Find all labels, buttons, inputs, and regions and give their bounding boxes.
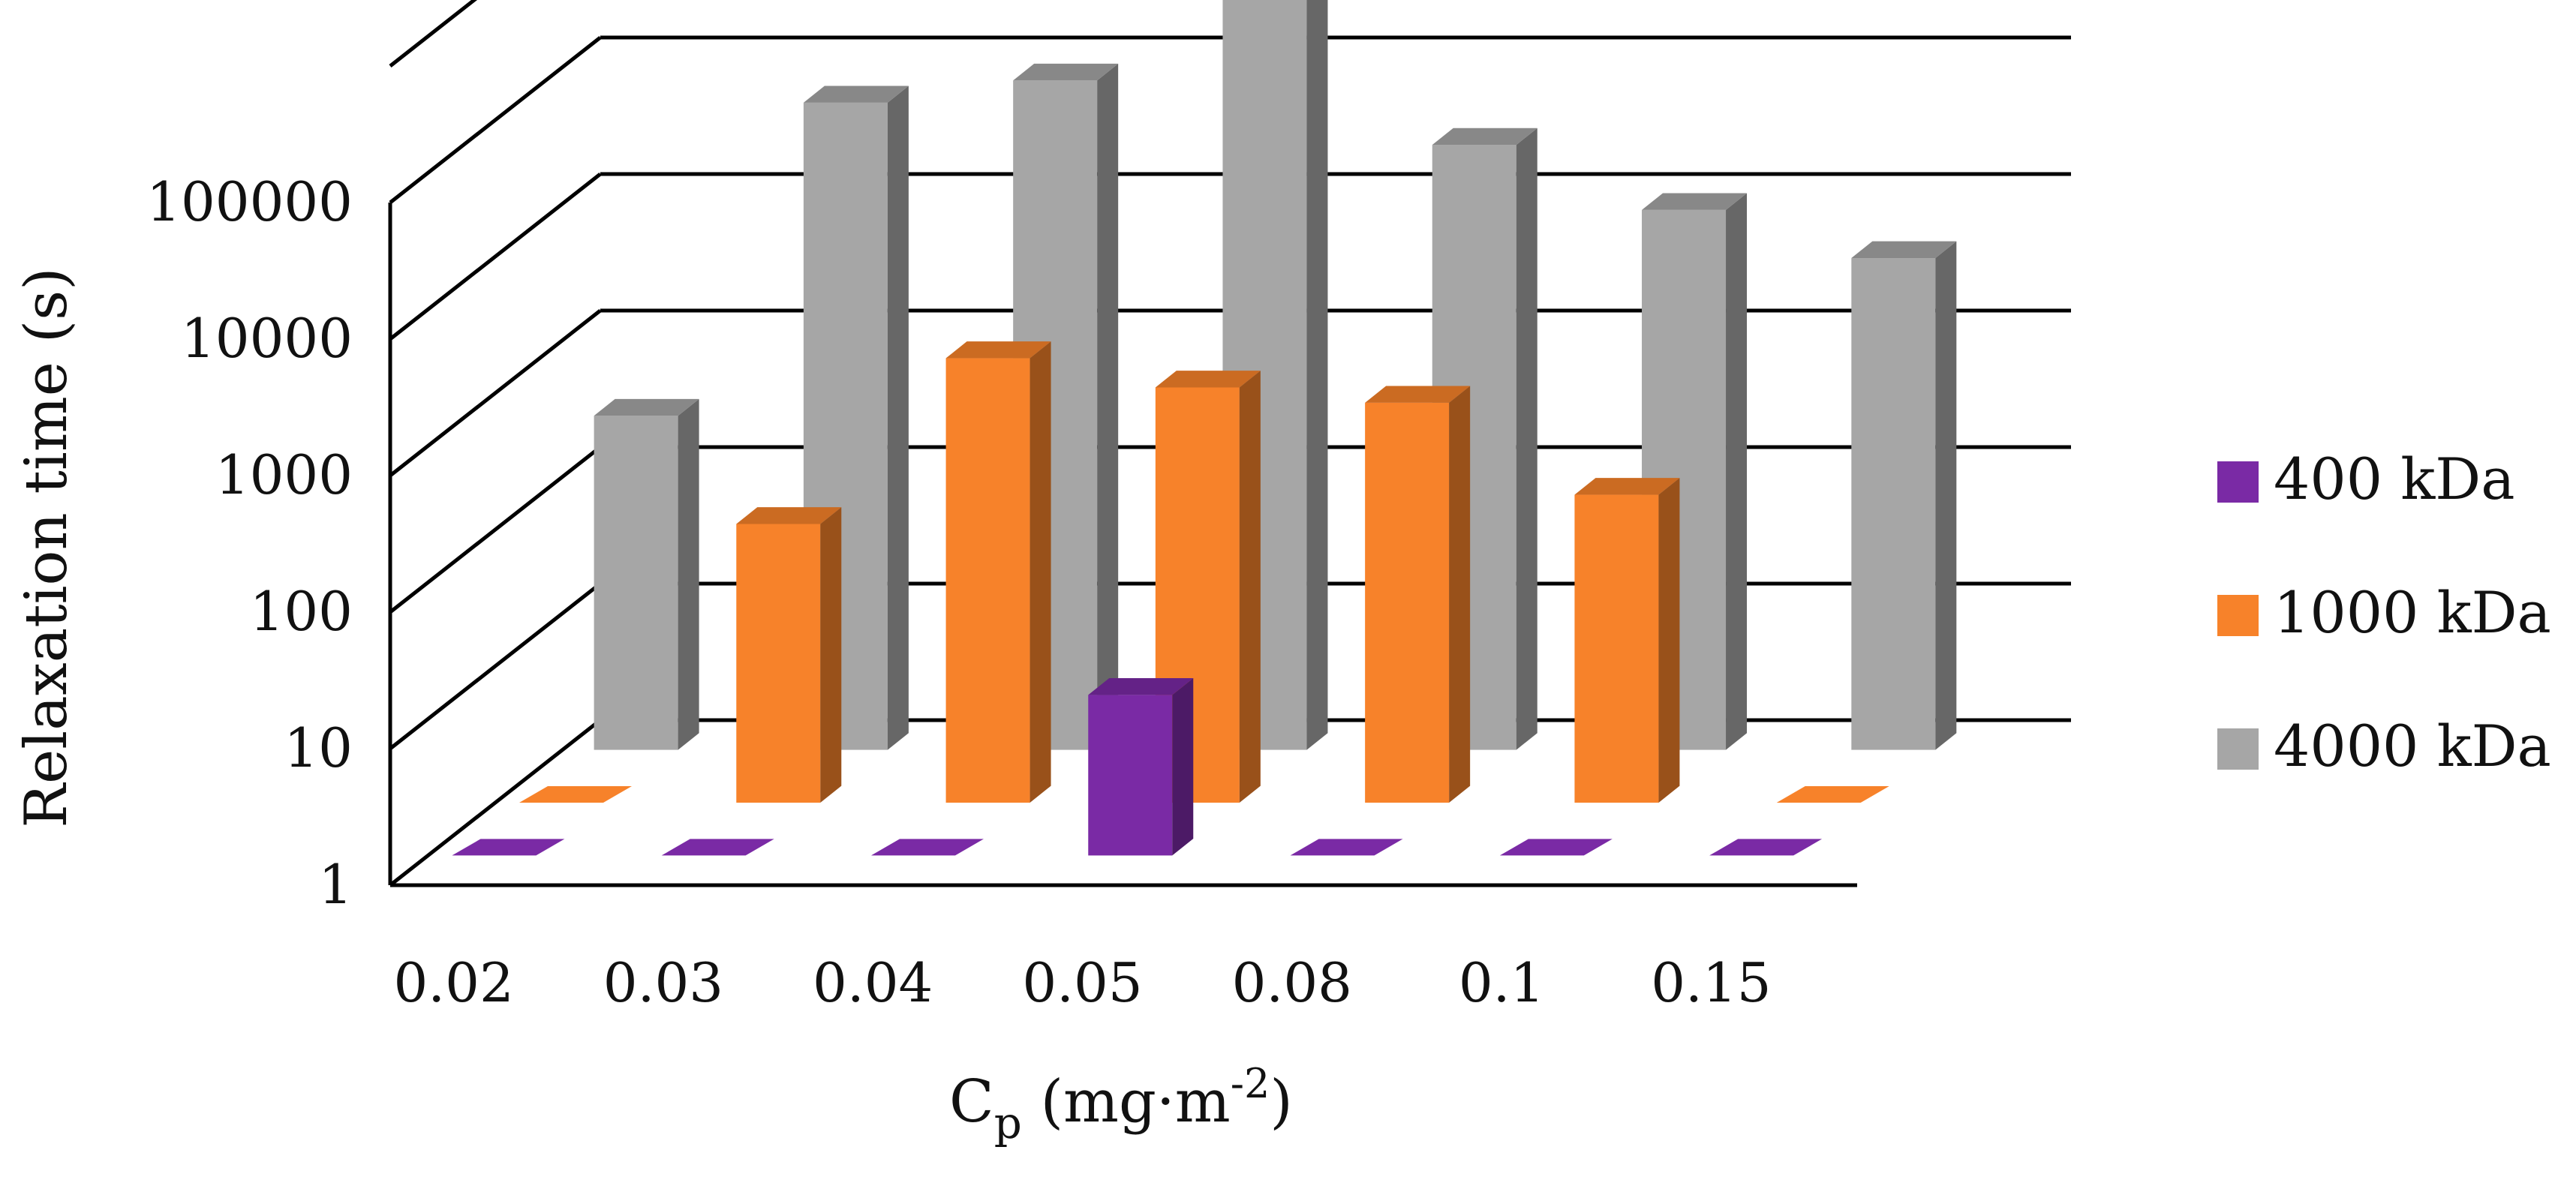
- bar: [594, 398, 699, 750]
- bar-side: [1029, 341, 1051, 803]
- bar: [661, 839, 774, 856]
- bar-floor-marker: [519, 786, 632, 803]
- grid-diagonal: [389, 309, 602, 477]
- x-tick-label: 0.05: [1022, 951, 1142, 1014]
- y-tick-label: 1000: [215, 443, 353, 506]
- bar-floor-marker: [870, 839, 984, 856]
- bar: [870, 839, 984, 856]
- bar: [945, 341, 1051, 803]
- bar-front: [1365, 402, 1450, 803]
- bar-side: [887, 86, 909, 750]
- x-tick-label: 0.02: [393, 951, 513, 1014]
- x-axis-title-unit: (mg·m: [1022, 1068, 1231, 1136]
- bar: [1574, 478, 1680, 803]
- x-tick-label: 0.1: [1459, 951, 1545, 1014]
- bar: [1709, 839, 1823, 856]
- bar-top: [1851, 241, 1957, 259]
- bar-top: [945, 341, 1051, 359]
- bar-side: [1097, 63, 1119, 750]
- bars-layer: [452, 0, 1957, 856]
- bar-floor-marker: [661, 839, 774, 856]
- bar-side: [1172, 677, 1194, 856]
- bar-side: [1935, 241, 1957, 750]
- bar: [1776, 786, 1889, 803]
- bar-side: [820, 507, 842, 803]
- bar-floor-marker: [1499, 839, 1613, 856]
- x-tick-label: 0.15: [1651, 951, 1771, 1014]
- grid-diagonal: [389, 719, 602, 887]
- bar: [1088, 677, 1194, 856]
- grid-diagonal: [389, 0, 478, 68]
- y-tick-label: 100000: [146, 170, 353, 233]
- grid-diagonal: [389, 36, 602, 204]
- bar-top: [803, 86, 909, 103]
- y-tick-label: 10: [284, 716, 353, 779]
- series-400-kda: [452, 677, 1823, 856]
- y-tick-label: 1: [318, 853, 353, 916]
- x-tick-labels: 0.02 0.03 0.04 0.05 0.08 0.1 0.15: [393, 951, 1771, 1014]
- x-axis-title-close: ): [1270, 1068, 1292, 1136]
- bar-front: [1088, 695, 1173, 856]
- bar: [1851, 241, 1957, 750]
- legend-swatch: [2217, 728, 2259, 770]
- legend-item: 1000 kDa: [2217, 579, 2551, 646]
- grid-diagonal: [389, 582, 602, 750]
- legend-item: 4000 kDa: [2217, 713, 2551, 779]
- bar-side: [1449, 386, 1471, 803]
- legend-item: 400 kDa: [2217, 446, 2515, 512]
- bar-floor-marker: [1290, 839, 1403, 856]
- bar-top: [594, 398, 699, 416]
- bar-front: [945, 358, 1030, 803]
- grid-diagonal: [389, 173, 602, 341]
- bar-side: [1726, 193, 1748, 750]
- bar-side: [1658, 478, 1680, 803]
- bar-front: [1574, 494, 1659, 803]
- bar-top: [1365, 386, 1471, 403]
- bar-floor-marker: [1776, 786, 1889, 803]
- legend-swatch: [2217, 461, 2259, 503]
- grid-diagonal: [389, 446, 602, 614]
- bar-top: [1013, 63, 1119, 81]
- bar: [1290, 839, 1403, 856]
- bar-side: [1516, 128, 1537, 750]
- bar-top: [1574, 478, 1680, 495]
- bar-front: [594, 416, 678, 750]
- bar: [736, 507, 842, 803]
- legend-label: 4000 kDa: [2274, 713, 2551, 779]
- bar-side: [1239, 371, 1261, 803]
- bar-floor-marker: [452, 839, 565, 856]
- legend-swatch: [2217, 595, 2259, 636]
- series-1000-kda: [519, 341, 1889, 803]
- bar-front: [736, 524, 821, 803]
- bar-top: [1642, 193, 1748, 210]
- y-axis-title: Relaxation time (s): [13, 267, 80, 827]
- bar-top: [1432, 128, 1537, 146]
- bar-top: [1088, 677, 1194, 695]
- bar: [1499, 839, 1613, 856]
- bar-front: [1851, 258, 1936, 750]
- bar-side: [1306, 0, 1328, 750]
- bar: [519, 786, 632, 803]
- legend: 400 kDa 1000 kDa 4000 kDa: [2217, 446, 2551, 779]
- y-tick-label: 100: [250, 580, 353, 643]
- x-tick-label: 0.08: [1232, 951, 1352, 1014]
- bar: [452, 839, 565, 856]
- y-tick-label: 10000: [181, 307, 353, 370]
- x-axis-title-exponent: -2: [1231, 1060, 1270, 1107]
- bar-top: [1155, 371, 1261, 388]
- y-tick-labels: 1 10 100 1000 10000 100000: [146, 170, 353, 916]
- x-axis-title-subscript: p: [994, 1097, 1022, 1148]
- legend-label: 1000 kDa: [2274, 579, 2551, 646]
- bar-side: [678, 398, 699, 750]
- bar: [1365, 386, 1471, 803]
- legend-label: 400 kDa: [2274, 446, 2515, 512]
- x-tick-label: 0.04: [813, 951, 933, 1014]
- x-axis-title-main: C: [949, 1068, 994, 1136]
- x-tick-label: 0.03: [603, 951, 723, 1014]
- bar-top: [736, 507, 842, 524]
- x-axis-title: Cp (mg·m-2): [949, 1060, 1293, 1148]
- bar-floor-marker: [1709, 839, 1823, 856]
